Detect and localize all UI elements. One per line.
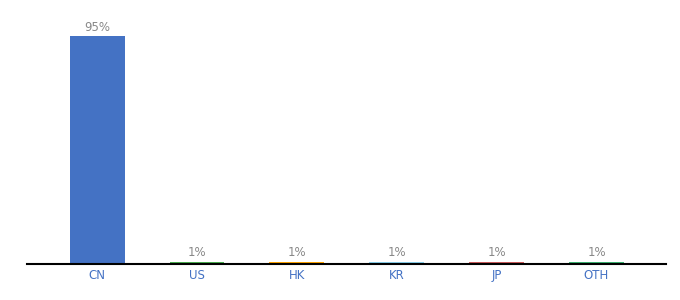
Bar xyxy=(269,262,324,264)
Bar xyxy=(369,262,424,264)
Bar xyxy=(569,262,624,264)
Text: 1%: 1% xyxy=(587,246,606,259)
Text: 1%: 1% xyxy=(488,246,506,259)
Text: 1%: 1% xyxy=(188,246,206,259)
Bar xyxy=(69,36,124,264)
Text: 1%: 1% xyxy=(388,246,406,259)
Bar xyxy=(169,262,224,264)
Bar xyxy=(469,262,524,264)
Text: 95%: 95% xyxy=(84,21,110,34)
Text: 1%: 1% xyxy=(288,246,306,259)
